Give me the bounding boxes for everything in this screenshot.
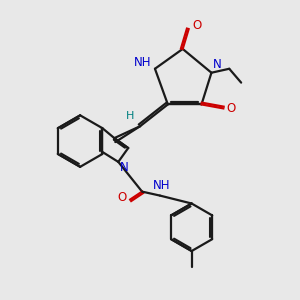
Text: O: O xyxy=(192,19,201,32)
Text: N: N xyxy=(213,58,222,71)
Text: NH: NH xyxy=(153,179,171,192)
Text: O: O xyxy=(226,102,236,115)
Text: NH: NH xyxy=(134,56,152,69)
Text: H: H xyxy=(126,111,134,121)
Text: O: O xyxy=(118,191,127,204)
Text: N: N xyxy=(120,161,129,174)
